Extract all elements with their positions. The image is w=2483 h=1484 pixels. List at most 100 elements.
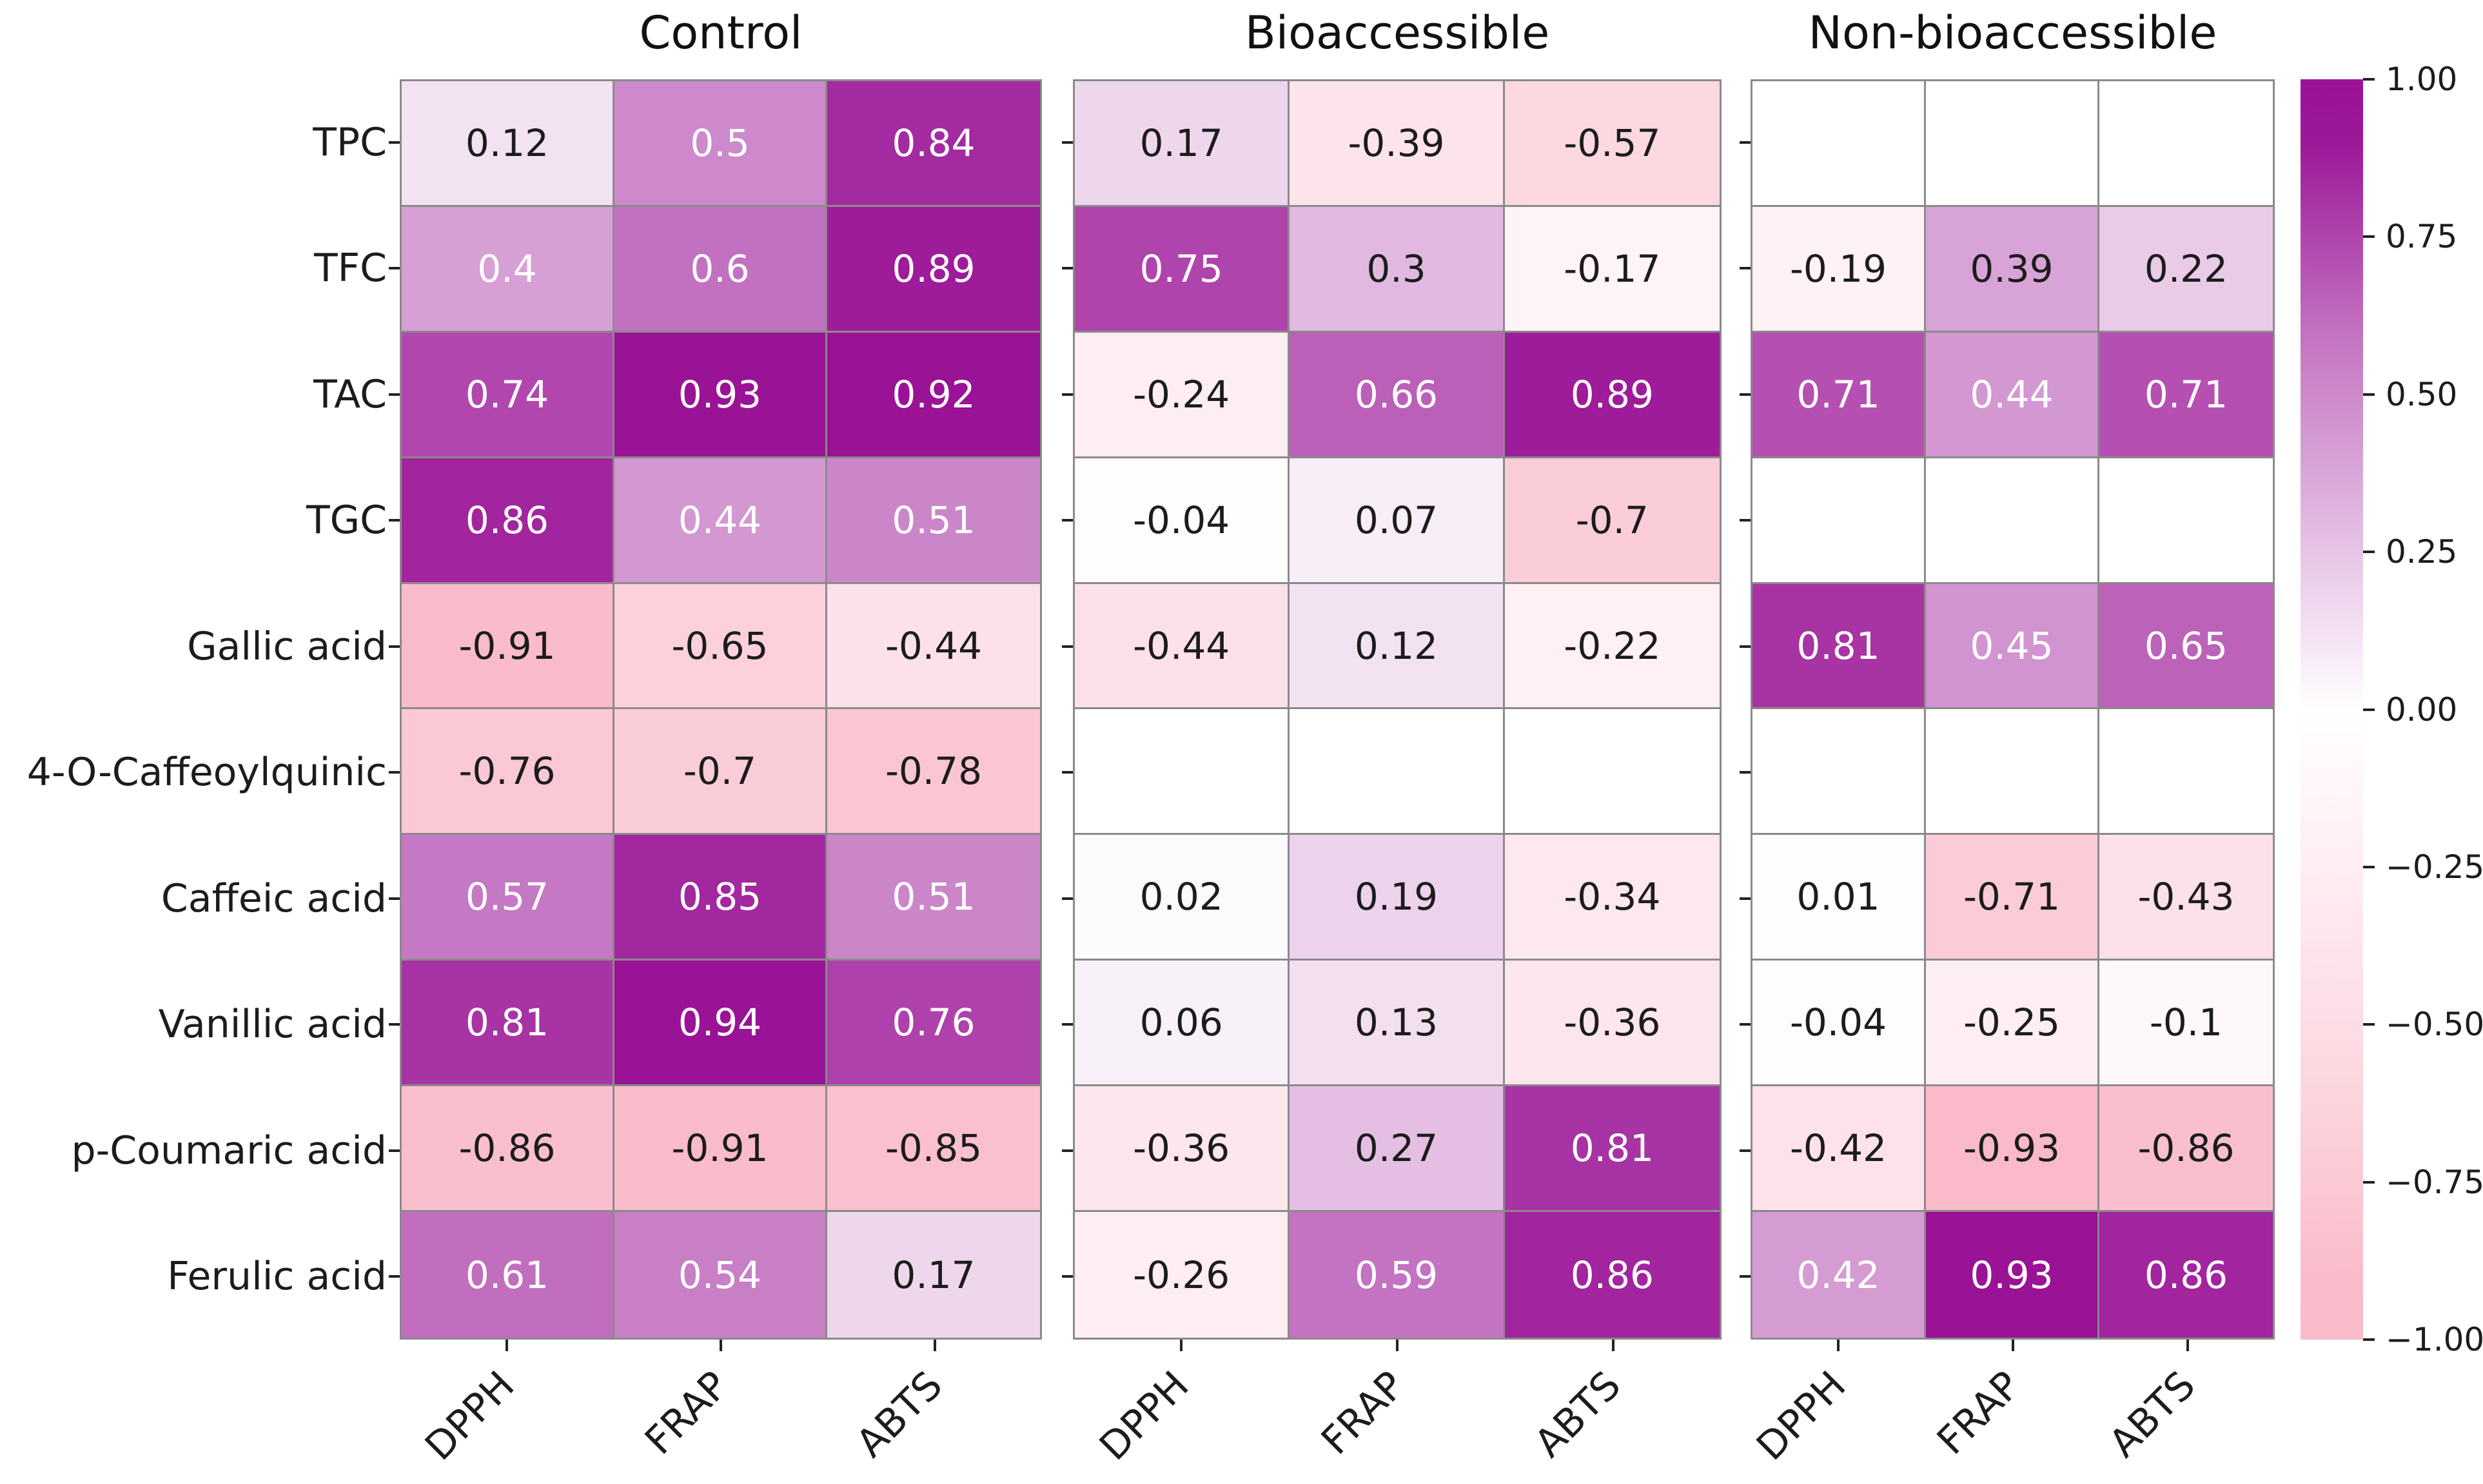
heatmap-cell: 0.81 — [1504, 1086, 1720, 1213]
y-tick — [1740, 897, 1751, 900]
x-tick-label: FRAP — [1928, 1362, 2029, 1464]
row-label: 4-O-Caffeoylquinic — [26, 750, 387, 796]
colorbar-tick-label: −0.25 — [2386, 848, 2483, 886]
heatmap-panel: -0.19 0.39 0.22 0.71 0.44 0.71 0.81 0.45 0.65 0.0… — [1751, 79, 2275, 1340]
y-tick — [1740, 771, 1751, 774]
row-label: p-Coumaric acid — [71, 1128, 388, 1173]
heatmap-cell: -0.85 — [827, 1086, 1040, 1213]
y-tick — [1062, 393, 1073, 396]
heatmap-cell: 0.74 — [402, 332, 614, 458]
heatmap-cell — [2099, 81, 2273, 207]
colorbar-tick — [2363, 393, 2375, 396]
heatmap-cell: 0.39 — [1926, 206, 2099, 333]
y-tick — [1062, 519, 1073, 522]
heatmap-cell: 0.61 — [402, 1212, 614, 1338]
row-label: TGC — [306, 498, 387, 543]
colorbar-tick-label: 0.50 — [2386, 375, 2458, 413]
heatmap-cell: -0.91 — [402, 583, 614, 710]
heatmap-cell: 0.66 — [1290, 332, 1505, 458]
colorbar-tick-label: −0.50 — [2386, 1006, 2483, 1044]
x-tick-label: ABTS — [2100, 1362, 2204, 1467]
heatmap-cell: 0.5 — [614, 81, 827, 207]
heatmap-cell: 0.85 — [614, 835, 827, 961]
y-tick — [1740, 519, 1751, 522]
heatmap-cell: 0.86 — [2099, 1212, 2273, 1338]
y-tick — [1740, 1149, 1751, 1152]
heatmap-cell: -0.71 — [1926, 835, 2099, 961]
row-label: Gallic acid — [187, 623, 387, 669]
heatmap-cell: -0.86 — [2099, 1086, 2273, 1213]
heatmap-cell: 0.84 — [827, 81, 1040, 207]
heatmap-cell: 0.75 — [1075, 206, 1290, 333]
heatmap-cell: -0.42 — [1752, 1086, 1926, 1213]
x-tick — [1836, 1340, 1840, 1351]
y-tick — [389, 141, 400, 144]
y-tick — [389, 393, 400, 396]
colorbar-tick-label: 0.75 — [2386, 218, 2458, 256]
heatmap-cell: -0.44 — [827, 583, 1040, 710]
heatmap-cell: -0.78 — [827, 709, 1040, 835]
y-tick — [1740, 645, 1751, 648]
heatmap-cell: 0.71 — [1752, 332, 1926, 458]
panel-title-non-bioaccessible: Non-bioaccessible — [1808, 6, 2217, 59]
heatmap-cell: -0.7 — [614, 709, 827, 835]
heatmap-cell: 0.42 — [1752, 1212, 1926, 1338]
colorbar-tick — [2363, 235, 2375, 239]
heatmap-cell: 0.27 — [1290, 1086, 1505, 1213]
heatmap-panel: 0.17 -0.39 -0.57 0.75 0.3 -0.17 -0.24 0.66 0.89-… — [1073, 79, 1722, 1340]
heatmap-cell: 0.89 — [827, 206, 1040, 333]
heatmap-cell — [1926, 458, 2099, 584]
heatmap-cell: 0.76 — [827, 961, 1040, 1087]
row-label: TAC — [313, 371, 387, 417]
heatmap-cell — [1752, 709, 1926, 835]
heatmap-cell — [1926, 709, 2099, 835]
heatmap-cell: 0.19 — [1290, 835, 1505, 961]
heatmap-cell: 0.45 — [1926, 583, 2099, 710]
heatmap-cell: 0.02 — [1075, 835, 1290, 961]
heatmap-cell: 0.17 — [1075, 81, 1290, 207]
heatmap-cell: -0.26 — [1075, 1212, 1290, 1338]
heatmap-cell: -0.44 — [1075, 583, 1290, 710]
heatmap-cell — [1752, 458, 1926, 584]
x-tick — [2011, 1340, 2014, 1351]
y-tick — [1062, 1275, 1073, 1278]
heatmap-cell: -0.36 — [1075, 1086, 1290, 1213]
y-tick — [389, 897, 400, 900]
heatmap-cell — [1075, 709, 1290, 835]
heatmap-cell — [1290, 709, 1505, 835]
heatmap-cell: 0.94 — [614, 961, 827, 1087]
x-tick-label: FRAP — [1313, 1362, 1414, 1464]
colorbar-tick-label: −1.00 — [2386, 1321, 2483, 1358]
y-tick — [1062, 1149, 1073, 1152]
x-tick-label: ABTS — [847, 1362, 952, 1467]
y-tick — [1740, 393, 1751, 396]
heatmap-cell: 0.89 — [1504, 332, 1720, 458]
y-tick — [1740, 267, 1751, 270]
y-tick — [389, 645, 400, 648]
heatmap-cell: 0.93 — [614, 332, 827, 458]
y-tick — [1062, 645, 1073, 648]
heatmap-cell: -0.43 — [2099, 835, 2273, 961]
row-label: TPC — [313, 119, 387, 165]
heatmap-cell — [2099, 458, 2273, 584]
y-tick — [1062, 771, 1073, 774]
y-tick — [389, 1149, 400, 1152]
x-tick — [1179, 1340, 1183, 1351]
heatmap-cell: -0.57 — [1504, 81, 1720, 207]
x-tick-label: DPPH — [417, 1362, 524, 1470]
colorbar-tick-label: −0.75 — [2386, 1163, 2483, 1201]
heatmap-cell: 0.57 — [402, 835, 614, 961]
x-tick — [1612, 1340, 1615, 1351]
heatmap-cell: 0.4 — [402, 206, 614, 333]
y-tick — [1062, 267, 1073, 270]
colorbar-tick — [2363, 708, 2375, 711]
y-tick — [389, 519, 400, 522]
heatmap-cell — [1752, 81, 1926, 207]
heatmap-cell: 0.59 — [1290, 1212, 1505, 1338]
y-tick — [1740, 1023, 1751, 1026]
y-tick — [389, 771, 400, 774]
x-tick-label: DPPH — [1090, 1362, 1198, 1470]
y-tick — [1062, 141, 1073, 144]
heatmap-cell: 0.13 — [1290, 961, 1505, 1087]
